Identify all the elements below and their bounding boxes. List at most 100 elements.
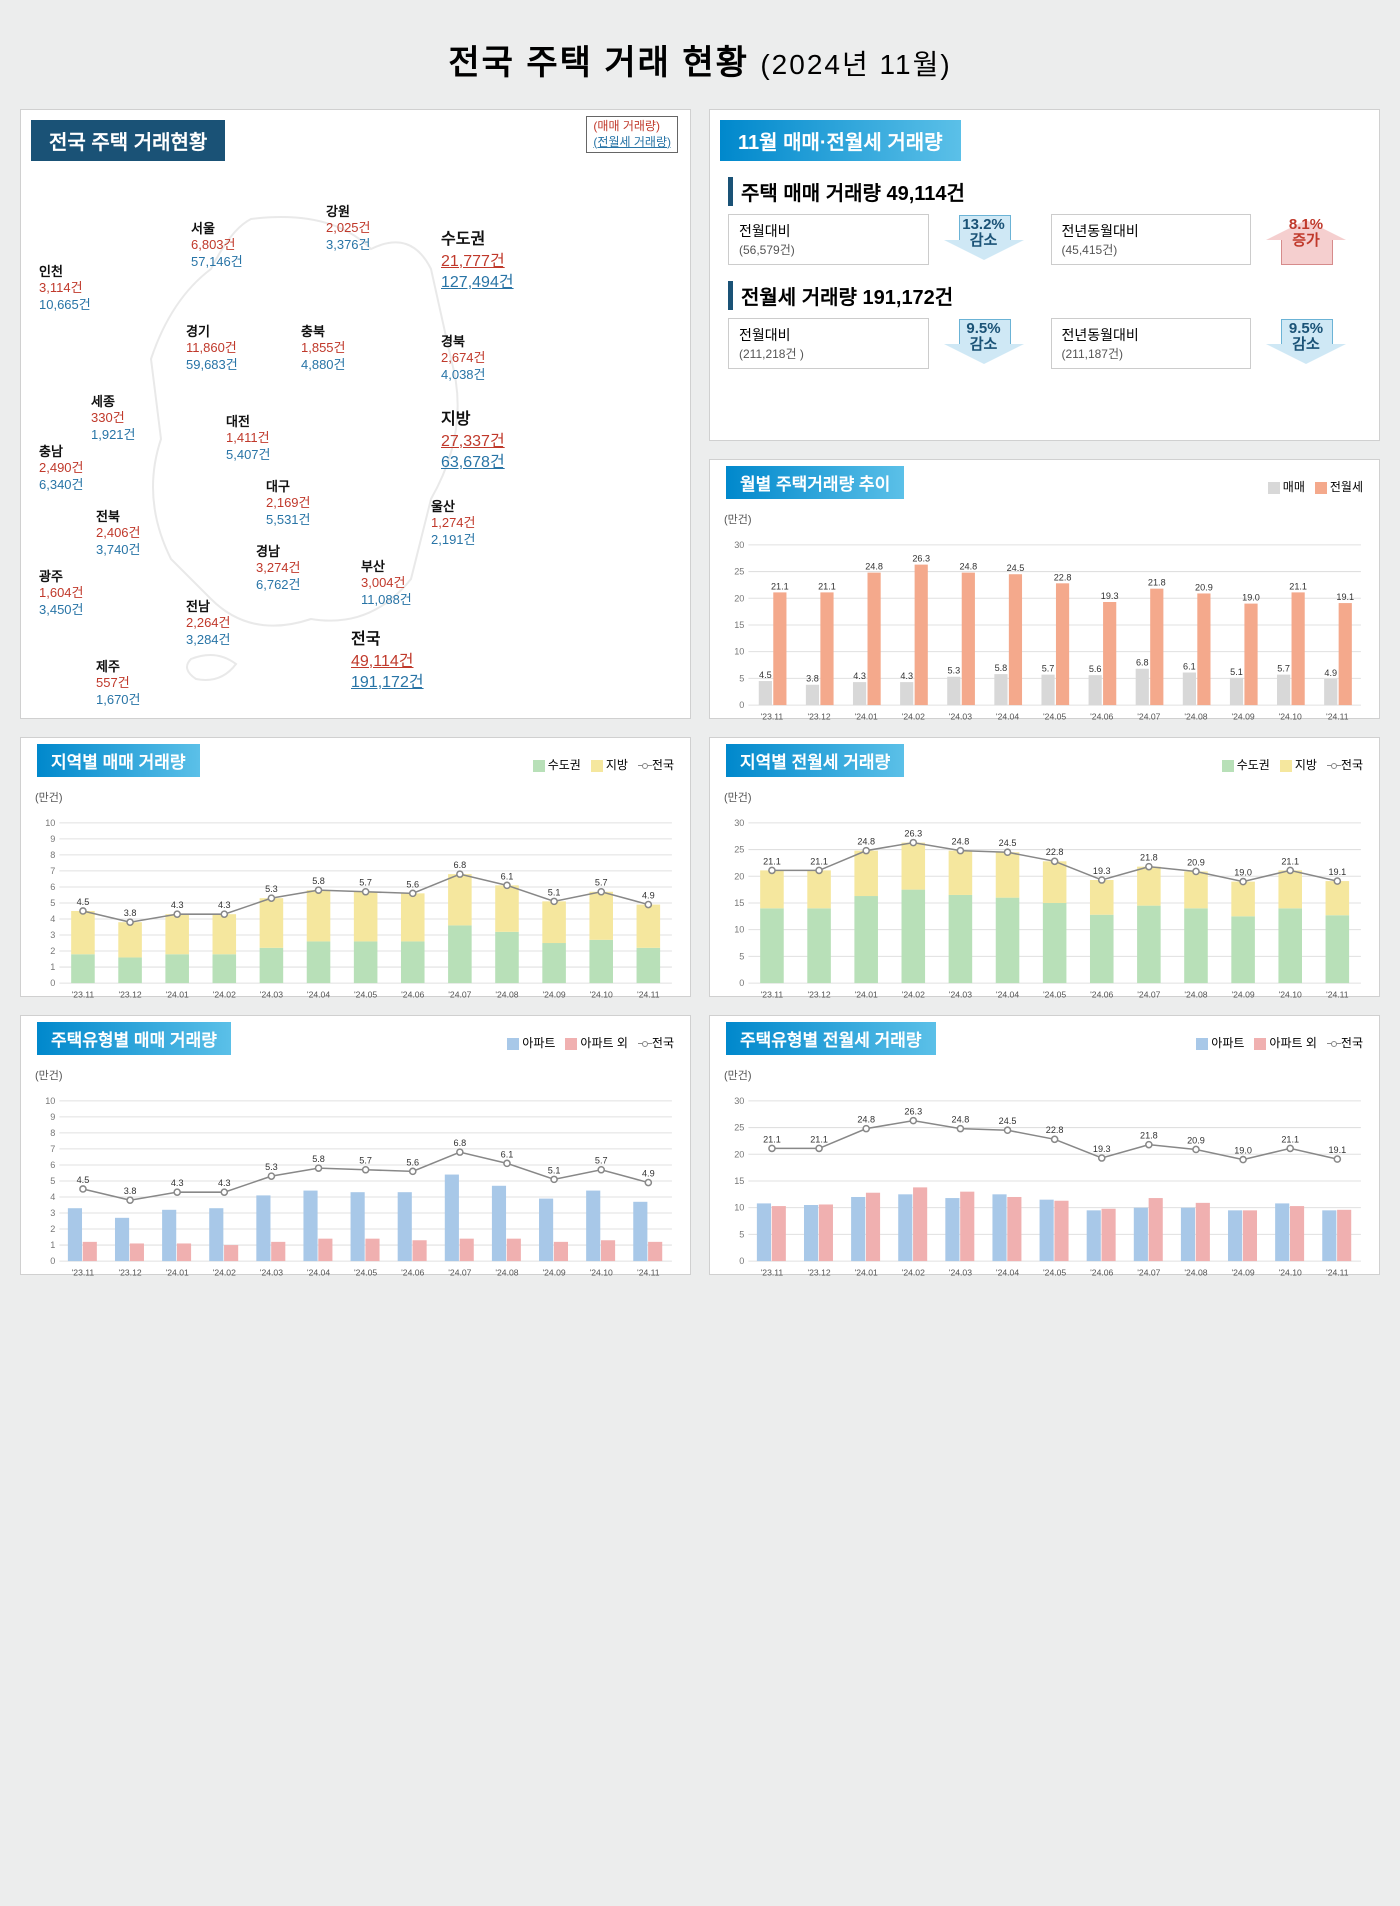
svg-text:'24.08: '24.08 bbox=[1184, 711, 1207, 721]
svg-text:2: 2 bbox=[50, 1224, 55, 1234]
region-sale-chart: 지역별 매매 거래량 수도권지방전국 (만건) 0123456789104.53… bbox=[20, 737, 691, 997]
svg-text:21.1: 21.1 bbox=[810, 856, 828, 866]
svg-text:19.3: 19.3 bbox=[1093, 866, 1111, 876]
svg-text:5.1: 5.1 bbox=[548, 887, 561, 897]
region-울산: 울산1,274건2,191건 bbox=[431, 499, 476, 548]
svg-text:4.3: 4.3 bbox=[853, 671, 866, 681]
svg-text:1: 1 bbox=[50, 1240, 55, 1250]
svg-text:15: 15 bbox=[734, 1176, 744, 1186]
svg-text:5.7: 5.7 bbox=[359, 1156, 372, 1166]
svg-text:20.9: 20.9 bbox=[1195, 582, 1213, 592]
svg-text:'24.01: '24.01 bbox=[855, 989, 878, 999]
svg-text:5: 5 bbox=[50, 898, 55, 908]
svg-text:6.1: 6.1 bbox=[501, 871, 514, 881]
svg-text:'24.11: '24.11 bbox=[637, 1267, 660, 1277]
svg-text:10: 10 bbox=[734, 925, 744, 935]
svg-text:2: 2 bbox=[50, 946, 55, 956]
svg-text:'23.11: '23.11 bbox=[72, 1267, 95, 1277]
svg-text:20: 20 bbox=[734, 593, 744, 603]
svg-text:24.8: 24.8 bbox=[857, 837, 875, 847]
svg-text:6: 6 bbox=[50, 882, 55, 892]
svg-text:5.7: 5.7 bbox=[595, 878, 608, 888]
svg-text:'23.11: '23.11 bbox=[72, 989, 95, 999]
stats-panel: 11월 매매·전월세 거래량 주택 매매 거래량 49,114건 전월대비(56… bbox=[709, 109, 1380, 441]
svg-text:5.7: 5.7 bbox=[1277, 664, 1290, 674]
svg-text:'24.04: '24.04 bbox=[307, 1267, 330, 1277]
svg-text:22.8: 22.8 bbox=[1046, 847, 1064, 857]
svg-text:25: 25 bbox=[734, 567, 744, 577]
svg-text:19.3: 19.3 bbox=[1101, 591, 1119, 601]
svg-text:24.8: 24.8 bbox=[959, 562, 977, 572]
svg-text:8: 8 bbox=[50, 1128, 55, 1138]
svg-text:'24.09: '24.09 bbox=[542, 1267, 565, 1277]
svg-text:5.7: 5.7 bbox=[1042, 664, 1055, 674]
svg-text:19.3: 19.3 bbox=[1093, 1144, 1111, 1154]
chart-unit: (만건) bbox=[31, 789, 680, 805]
svg-text:5.3: 5.3 bbox=[265, 1162, 278, 1172]
svg-text:'24.07: '24.07 bbox=[1137, 711, 1160, 721]
svg-text:'24.09: '24.09 bbox=[1231, 711, 1254, 721]
svg-text:0: 0 bbox=[50, 1256, 55, 1266]
svg-text:5.1: 5.1 bbox=[548, 1165, 561, 1175]
svg-text:'24.01: '24.01 bbox=[166, 1267, 189, 1277]
svg-text:'23.12: '23.12 bbox=[118, 1267, 141, 1277]
svg-text:'24.05: '24.05 bbox=[354, 989, 377, 999]
svg-text:6: 6 bbox=[50, 1160, 55, 1170]
svg-text:3.8: 3.8 bbox=[124, 1186, 137, 1196]
region-제주: 제주557건1,670건 bbox=[96, 659, 141, 708]
svg-text:21.1: 21.1 bbox=[763, 1134, 781, 1144]
svg-text:'24.06: '24.06 bbox=[401, 989, 424, 999]
svg-text:24.5: 24.5 bbox=[999, 838, 1017, 848]
region-충남: 충남2,490건6,340건 bbox=[39, 444, 84, 493]
svg-text:4.9: 4.9 bbox=[1324, 668, 1337, 678]
svg-text:'24.05: '24.05 bbox=[1043, 1267, 1066, 1277]
svg-text:26.3: 26.3 bbox=[904, 1107, 922, 1117]
svg-text:5: 5 bbox=[739, 673, 744, 683]
chart-header: 주택유형별 매매 거래량 bbox=[37, 1022, 231, 1055]
svg-text:'24.03: '24.03 bbox=[949, 1267, 972, 1277]
svg-text:5: 5 bbox=[50, 1176, 55, 1186]
chart-legend: 수도권지방전국 bbox=[1222, 756, 1363, 773]
map-panel: 전국 주택 거래현황 (매매 거래량) (전월세 거래량) 서울6,803건57… bbox=[20, 109, 691, 719]
region-부산: 부산3,004건11,088건 bbox=[361, 559, 412, 608]
svg-text:19.0: 19.0 bbox=[1242, 593, 1260, 603]
svg-text:'23.12: '23.12 bbox=[807, 989, 830, 999]
map-legend: (매매 거래량) (전월세 거래량) bbox=[586, 116, 678, 153]
svg-text:9: 9 bbox=[50, 834, 55, 844]
svg-text:10: 10 bbox=[45, 1096, 55, 1106]
svg-text:19.1: 19.1 bbox=[1328, 867, 1346, 877]
svg-text:30: 30 bbox=[734, 818, 744, 828]
svg-text:'24.04: '24.04 bbox=[996, 711, 1019, 721]
svg-text:'24.11: '24.11 bbox=[1326, 989, 1349, 999]
svg-text:5.7: 5.7 bbox=[359, 878, 372, 888]
map-header: 전국 주택 거래현황 bbox=[31, 120, 225, 161]
svg-text:10: 10 bbox=[45, 818, 55, 828]
svg-text:4.9: 4.9 bbox=[642, 890, 655, 900]
svg-text:4.3: 4.3 bbox=[171, 1178, 184, 1188]
svg-text:26.3: 26.3 bbox=[912, 554, 930, 564]
svg-text:24.5: 24.5 bbox=[1007, 563, 1025, 573]
svg-text:'23.11: '23.11 bbox=[761, 1267, 784, 1277]
svg-text:25: 25 bbox=[734, 1123, 744, 1133]
svg-text:19.1: 19.1 bbox=[1336, 592, 1354, 602]
stat-box: 전월대비(211,218건 ) 9.5%감소 bbox=[728, 318, 1039, 369]
svg-text:'24.08: '24.08 bbox=[495, 1267, 518, 1277]
region-대전: 대전1,411건5,407건 bbox=[226, 414, 271, 463]
chart-header: 주택유형별 전월세 거래량 bbox=[726, 1022, 936, 1055]
svg-text:3: 3 bbox=[50, 1208, 55, 1218]
svg-text:20: 20 bbox=[734, 1149, 744, 1159]
svg-text:'24.09: '24.09 bbox=[1231, 989, 1254, 999]
stat-box: 전년동월대비(211,187건) 9.5%감소 bbox=[1051, 318, 1362, 369]
svg-text:6.8: 6.8 bbox=[454, 1138, 467, 1148]
svg-text:15: 15 bbox=[734, 620, 744, 630]
korea-map: 서울6,803건57,146건인천3,114건10,665건경기11,860건5… bbox=[31, 169, 680, 709]
svg-text:0: 0 bbox=[739, 1256, 744, 1266]
svg-text:'24.04: '24.04 bbox=[307, 989, 330, 999]
svg-text:'24.03: '24.03 bbox=[260, 989, 283, 999]
svg-text:5: 5 bbox=[739, 951, 744, 961]
chart-unit: (만건) bbox=[720, 789, 1369, 805]
svg-text:'24.10: '24.10 bbox=[590, 989, 613, 999]
stats-header: 11월 매매·전월세 거래량 bbox=[720, 120, 961, 161]
svg-text:'24.05: '24.05 bbox=[354, 1267, 377, 1277]
svg-text:10: 10 bbox=[734, 647, 744, 657]
